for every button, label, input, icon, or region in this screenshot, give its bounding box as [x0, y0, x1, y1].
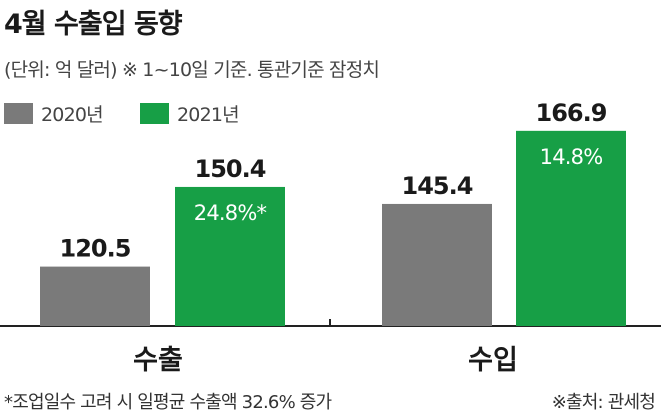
bar-2020년-수출: [40, 266, 150, 326]
chart-subtitle: (단위: 억 달러) ※ 1~10일 기준. 통관기준 잠정치: [4, 59, 380, 81]
footnote: *조업일수 고려 시 일평균 수출액 32.6% 증가: [4, 392, 332, 413]
value-label: 150.4: [195, 155, 266, 183]
bar-2021년-수입: [516, 130, 626, 326]
category-label: 수출: [133, 345, 183, 376]
legend-label-2020: 2020년: [41, 104, 104, 126]
legend-item-2021: 2021년: [140, 100, 240, 127]
chart-title: 4월 수출입 동향: [4, 9, 183, 40]
value-label: 120.5: [60, 235, 131, 263]
legend-swatch-2020: [4, 103, 33, 124]
bar-2020년-수입: [382, 203, 492, 326]
legend-item-2020: 2020년: [4, 100, 104, 127]
legend-swatch-2021: [140, 103, 169, 124]
bar-2021년-수출: [175, 186, 285, 326]
value-label: 166.9: [536, 99, 607, 127]
value-label: 145.4: [402, 172, 473, 200]
source-note: ※출처: 관세청: [551, 392, 656, 413]
legend-label-2021: 2021년: [177, 104, 240, 126]
category-label: 수입: [468, 345, 518, 376]
change-label: 14.8%: [540, 145, 603, 169]
change-label: 24.8%*: [194, 201, 267, 225]
